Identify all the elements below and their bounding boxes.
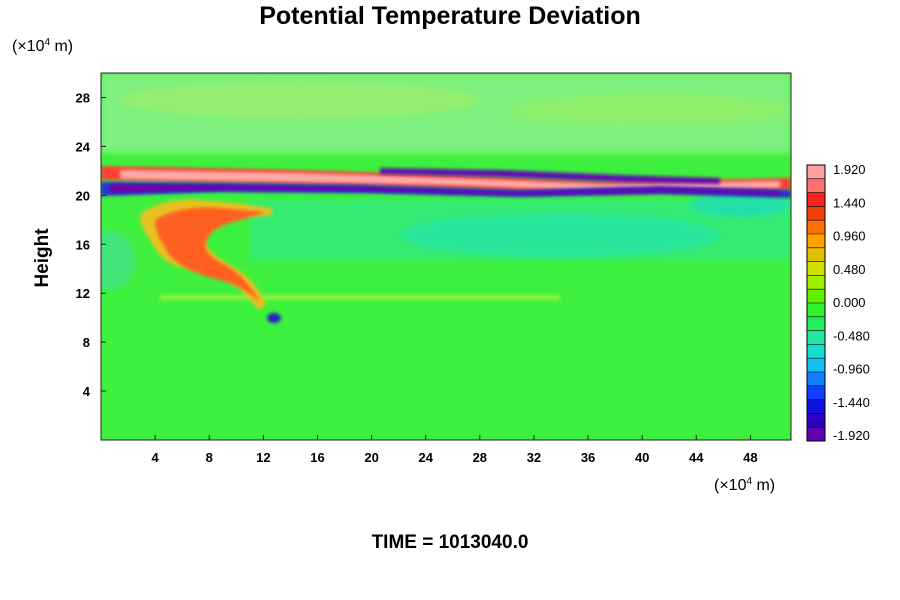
- colorbar-labels: 1.920 1.440 0.960 0.480 0.000 -0.480 -0.960 -1.…: [833, 162, 870, 443]
- colorbar-label: -0.960: [833, 362, 870, 377]
- colorbar-label: 0.000: [833, 295, 866, 310]
- colorbar-segment: [807, 427, 825, 442]
- colorbar-segment: [807, 247, 825, 263]
- warm-streak: [160, 295, 560, 300]
- x-tick-label: 12: [256, 450, 270, 465]
- colorbar-segment: [807, 289, 825, 304]
- colorbar: [806, 164, 826, 442]
- upper-patch: [510, 94, 790, 126]
- x-axis: 4 8 12 16 20 24 28 32 36 40 44 48: [152, 435, 758, 465]
- x-axis-unit: (×104 m): [714, 476, 776, 494]
- warm-band-core: [120, 170, 780, 191]
- colorbar-segment: [807, 206, 825, 221]
- y-tick-label: 8: [83, 335, 90, 350]
- colorbar-segment: [807, 344, 825, 359]
- colorbar-frame: [806, 164, 826, 442]
- y-tick-label: 24: [76, 139, 91, 154]
- colorbar-segment: [807, 234, 825, 249]
- colorbar-label: -0.480: [833, 328, 870, 343]
- colorbar-segment: [807, 220, 825, 235]
- x-tick-label: 8: [206, 450, 213, 465]
- colorbar-segment: [807, 330, 825, 345]
- colorbar-segment: [807, 413, 825, 428]
- colorbar-label: 1.440: [833, 195, 866, 210]
- x-tick-label: 16: [310, 450, 324, 465]
- colorbar-segment: [807, 192, 825, 207]
- cool-patch: [690, 193, 790, 217]
- heatmap-field: [101, 73, 791, 440]
- y-axis: 4 8 12 16 20 24 28: [76, 90, 106, 399]
- cold-streak: [380, 168, 720, 184]
- x-tick-label: 28: [473, 450, 487, 465]
- y-tick-label: 20: [76, 188, 90, 203]
- colorbar-segment: [807, 303, 825, 318]
- colorbar-segment: [807, 316, 825, 332]
- x-tick-label: 40: [635, 450, 649, 465]
- colorbar-segment: [807, 275, 825, 290]
- y-tick-label: 4: [83, 384, 91, 399]
- colorbar-label: -1.920: [833, 428, 870, 443]
- y-axis-unit: (×104 m): [12, 37, 74, 55]
- cool-patch: [400, 213, 720, 257]
- cold-spot: [267, 313, 281, 323]
- upper-patch: [120, 82, 480, 118]
- colorbar-segment: [807, 372, 825, 387]
- y-tick-label: 12: [76, 286, 90, 301]
- x-tick-label: 24: [418, 450, 433, 465]
- colorbar-segment: [807, 399, 825, 414]
- colorbar-segment: [807, 358, 825, 373]
- cool-patch: [101, 230, 135, 290]
- colorbar-label: -1.440: [833, 395, 870, 410]
- cold-band-core: [110, 184, 780, 195]
- colorbar-segment: [807, 178, 825, 194]
- colorbar-segment: [807, 385, 825, 401]
- x-tick-label: 20: [364, 450, 378, 465]
- colorbar-label: 0.480: [833, 262, 866, 277]
- plot-frame: [100, 72, 792, 441]
- colorbar-label: 1.920: [833, 162, 866, 177]
- warm-plume-core: [155, 207, 265, 302]
- colorbar-segment: [807, 261, 825, 276]
- y-tick-label: 28: [76, 90, 90, 105]
- x-tick-label: 32: [527, 450, 541, 465]
- colorbar-label: 0.960: [833, 229, 866, 244]
- chart-title: Potential Temperature Deviation: [259, 2, 641, 30]
- x-tick-label: 4: [152, 450, 160, 465]
- time-footer: TIME = 1013040.0: [371, 532, 529, 553]
- x-tick-label: 48: [743, 450, 757, 465]
- y-tick-label: 16: [76, 237, 90, 252]
- x-tick-label: 36: [581, 450, 595, 465]
- x-tick-label: 44: [689, 450, 704, 465]
- colorbar-segment: [807, 165, 825, 180]
